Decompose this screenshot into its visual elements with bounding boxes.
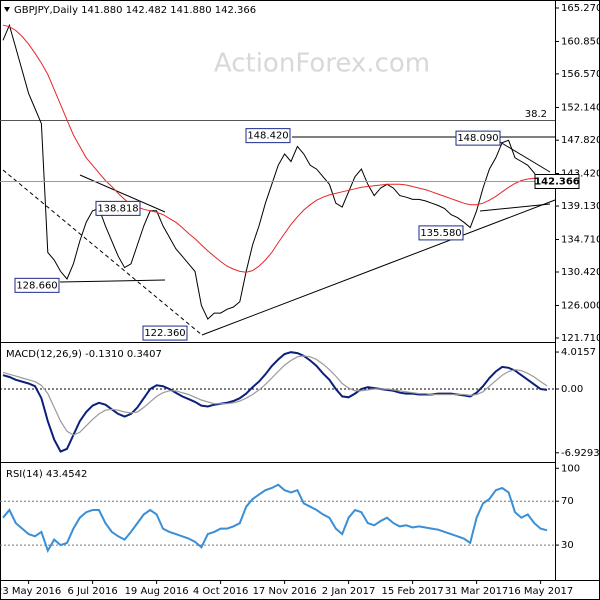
x-tick-label: 23 May 2016 xyxy=(0,586,61,597)
y-tick-label: 156.570 xyxy=(561,69,600,80)
y-tick-label: 126.000 xyxy=(561,300,600,311)
y-tick-label: 30 xyxy=(561,540,574,551)
price-label: 122.360 xyxy=(144,328,185,339)
x-tick-label: 4 Oct 2016 xyxy=(193,586,248,597)
price-label-box xyxy=(455,130,501,146)
series-line xyxy=(2,24,548,273)
watermark: ActionForex.com xyxy=(214,49,430,79)
price-label: 138.818 xyxy=(97,203,138,214)
trendline xyxy=(59,279,166,283)
price-label-box xyxy=(245,128,291,144)
y-tick-label: 130.420 xyxy=(561,267,600,278)
trendline xyxy=(201,199,556,336)
y-tick-label: 0.00 xyxy=(561,384,583,395)
panel-title: MACD(12,26,9) -0.1310 0.3407 xyxy=(6,349,162,360)
series-line xyxy=(2,23,548,320)
fib-label: 38.2 xyxy=(525,109,547,120)
trendline xyxy=(2,169,203,336)
trendline xyxy=(499,141,551,173)
panel-title: RSI(14) 43.4542 xyxy=(6,469,87,480)
price-label: 128.660 xyxy=(16,280,57,291)
series-line xyxy=(2,355,548,436)
y-tick-label: 70 xyxy=(561,496,574,507)
price-label-box xyxy=(418,225,464,241)
price-label-box xyxy=(142,325,188,341)
price-label-box xyxy=(95,200,141,216)
y-tick-label: -6.9293 xyxy=(561,448,600,459)
y-tick-label: 143.420 xyxy=(561,169,600,180)
y-tick-label: 165.270 xyxy=(561,3,600,14)
x-tick-label: 2 Jan 2017 xyxy=(322,586,376,597)
last-price-box xyxy=(534,174,580,189)
y-tick-label: 160.850 xyxy=(561,36,600,47)
price-label: 148.090 xyxy=(457,133,498,144)
series-line xyxy=(2,351,548,453)
y-tick-label: 139.130 xyxy=(561,201,600,212)
series-line xyxy=(2,483,548,553)
x-tick-label: 19 Aug 2016 xyxy=(125,586,189,597)
price-label-box xyxy=(14,277,60,293)
x-tick-label: 15 Feb 2017 xyxy=(381,586,443,597)
y-tick-label: 152.140 xyxy=(561,102,600,113)
x-tick-label: 17 Nov 2016 xyxy=(253,586,317,597)
x-tick-label: 6 Jul 2016 xyxy=(67,586,117,597)
x-tick-label: 16 May 2017 xyxy=(508,586,573,597)
header: GBPJPY,Daily 141.880 142.482 141.880 142… xyxy=(14,5,256,16)
last-price-label: 142.366 xyxy=(534,177,580,188)
y-tick-label: 4.0157 xyxy=(561,347,596,358)
y-tick-label: 100 xyxy=(561,463,580,474)
y-tick-label: 121.710 xyxy=(561,333,600,344)
x-tick-label: 31 Mar 2017 xyxy=(445,586,508,597)
header-icon xyxy=(4,7,10,12)
trendline xyxy=(479,203,551,212)
y-tick-label: 134.710 xyxy=(561,235,600,246)
price-label: 135.580 xyxy=(420,228,461,239)
y-tick-label: 147.820 xyxy=(561,135,600,146)
price-label: 148.420 xyxy=(247,131,288,142)
